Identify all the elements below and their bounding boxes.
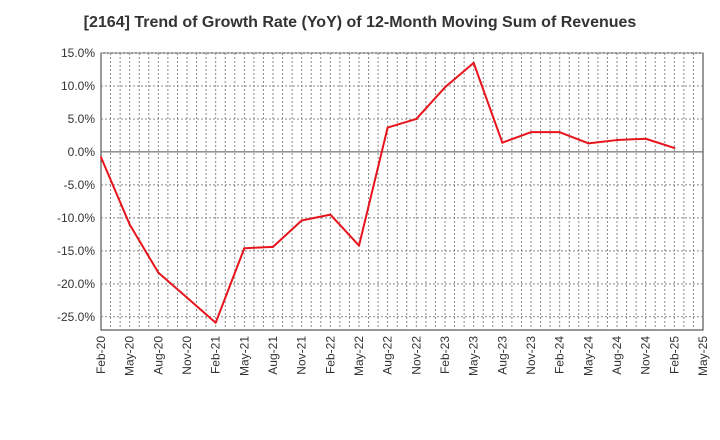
data-point <box>501 141 504 144</box>
x-tick-label: Feb-25 <box>667 336 681 374</box>
data-point <box>100 156 102 159</box>
x-tick-label: Aug-20 <box>151 336 165 375</box>
y-tick-label: -10.0% <box>57 211 95 225</box>
y-tick-label: -15.0% <box>57 244 95 258</box>
x-tick-label: Feb-21 <box>209 336 223 374</box>
data-point <box>128 223 131 226</box>
x-tick-label: Nov-24 <box>639 336 653 375</box>
y-tick-label: -20.0% <box>57 277 95 291</box>
x-tick-label: May-24 <box>581 336 595 376</box>
x-tick-label: May-21 <box>237 336 251 376</box>
data-point <box>558 131 561 134</box>
data-point <box>587 142 590 145</box>
data-point <box>300 219 303 222</box>
x-tick-label: Aug-22 <box>381 336 395 375</box>
data-point <box>386 126 389 129</box>
x-tick-label: Aug-23 <box>495 336 509 375</box>
x-tick-label: May-22 <box>352 336 366 376</box>
data-point <box>673 146 676 149</box>
data-point <box>444 86 446 89</box>
data-point <box>415 117 418 120</box>
plot-area <box>100 52 704 331</box>
data-point <box>272 245 274 248</box>
y-tick-label: 10.0% <box>61 79 95 93</box>
data-point <box>186 296 188 299</box>
x-tick-label: Nov-23 <box>524 336 538 375</box>
y-axis-ticks: 15.0% 10.0% 5.0% 0.0% -5.0% -10.0% -15.0% -20.0… <box>57 46 95 324</box>
data-point <box>329 213 332 216</box>
data-point <box>157 271 160 274</box>
data-point <box>243 247 246 250</box>
y-tick-label: 5.0% <box>68 112 96 126</box>
x-axis-ticks: Feb-20 May-20 Aug-20 Nov-20 Feb-21 May-21 Aug-… <box>94 336 710 376</box>
x-tick-label: Nov-20 <box>180 336 194 375</box>
x-tick-label: Aug-24 <box>610 336 624 375</box>
data-point <box>644 137 647 140</box>
grid-lines <box>101 52 703 330</box>
chart-title: [2164] Trend of Growth Rate (YoY) of 12-… <box>83 14 637 31</box>
data-point <box>472 61 475 64</box>
x-tick-label: May-23 <box>467 336 481 376</box>
y-tick-label: -25.0% <box>57 310 95 324</box>
y-tick-label: 0.0% <box>68 145 96 159</box>
x-tick-label: Feb-23 <box>438 336 452 374</box>
data-point <box>358 244 360 247</box>
x-tick-label: May-25 <box>696 336 710 376</box>
y-tick-label: 15.0% <box>61 46 95 60</box>
data-point <box>530 131 532 134</box>
series-group <box>100 61 676 324</box>
x-tick-label: Aug-21 <box>266 336 280 375</box>
data-point <box>616 139 618 142</box>
x-tick-label: Nov-22 <box>409 336 423 375</box>
x-tick-label: Feb-20 <box>94 336 108 374</box>
x-tick-label: Feb-24 <box>553 336 567 374</box>
x-tick-label: Nov-21 <box>295 336 309 375</box>
x-tick-label: May-20 <box>123 336 137 376</box>
data-point <box>214 321 217 324</box>
x-tick-label: Feb-22 <box>323 336 337 374</box>
y-tick-label: -5.0% <box>64 178 96 192</box>
